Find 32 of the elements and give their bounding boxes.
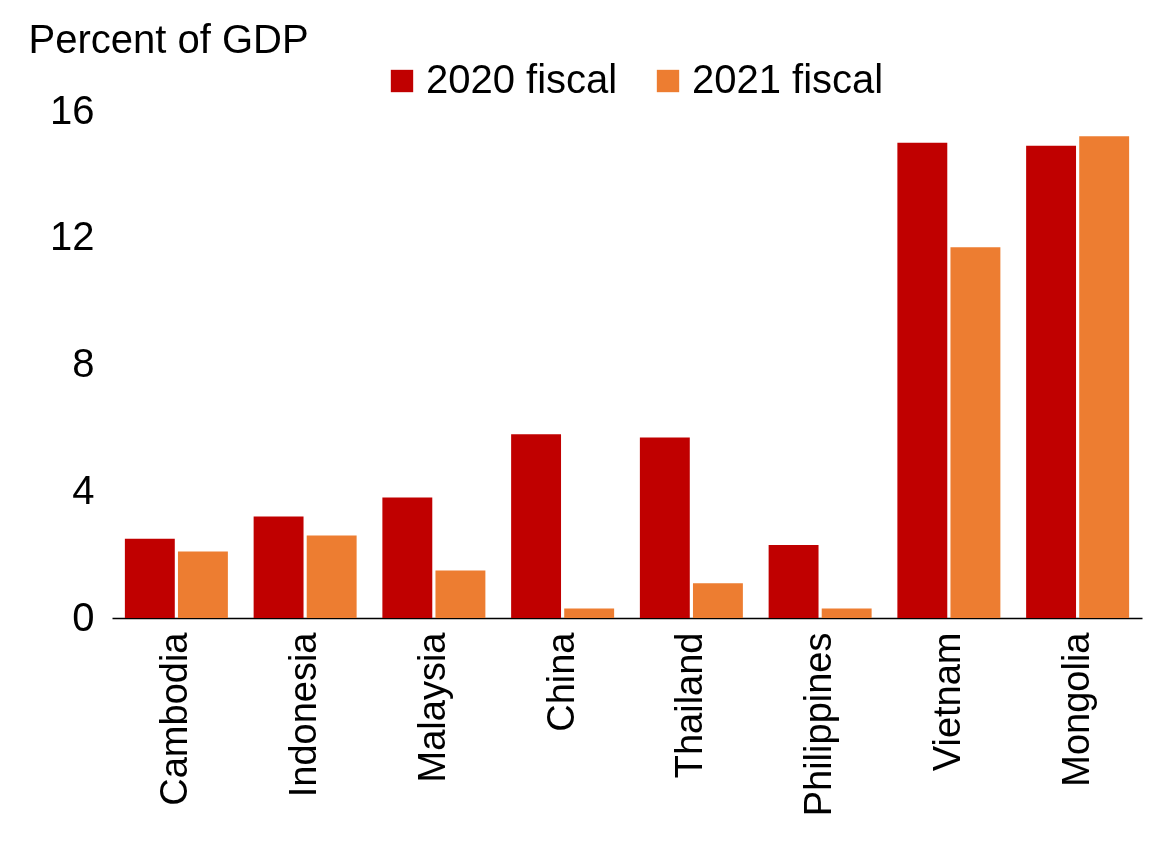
bar [692, 583, 743, 618]
bar [768, 545, 819, 618]
y-tick-label: 16 [50, 87, 95, 132]
y-tick-label: 8 [72, 341, 95, 385]
bar [382, 497, 433, 618]
legend-label: 2021 fiscal [692, 57, 884, 101]
bar [1026, 145, 1077, 618]
bar [950, 247, 1001, 618]
bar [124, 538, 175, 618]
bar [511, 434, 562, 618]
bar [639, 437, 690, 618]
x-tick-label: China [539, 631, 582, 732]
bar [1079, 136, 1130, 618]
bar [821, 608, 872, 618]
x-tick-label: Malaysia [410, 631, 453, 783]
x-tick-label: Cambodia [153, 631, 196, 806]
x-tick-label: Philippines [797, 632, 840, 817]
bar [897, 142, 948, 618]
legend-label: 2020 fiscal [426, 57, 618, 101]
x-tick-label: Indonesia [282, 631, 325, 798]
bar [435, 570, 486, 618]
y-tick-label: 0 [72, 594, 95, 639]
x-tick-label: Vietnam [925, 632, 968, 772]
bar [177, 551, 228, 618]
bar [564, 608, 615, 618]
bar [253, 516, 304, 618]
y-axis-title: Percent of GDP [28, 16, 309, 61]
y-tick-label: 12 [50, 214, 95, 259]
x-tick-label: Thailand [668, 632, 711, 779]
x-tick-label: Mongolia [1054, 631, 1097, 787]
bar [306, 535, 357, 618]
y-tick-label: 4 [72, 467, 95, 512]
